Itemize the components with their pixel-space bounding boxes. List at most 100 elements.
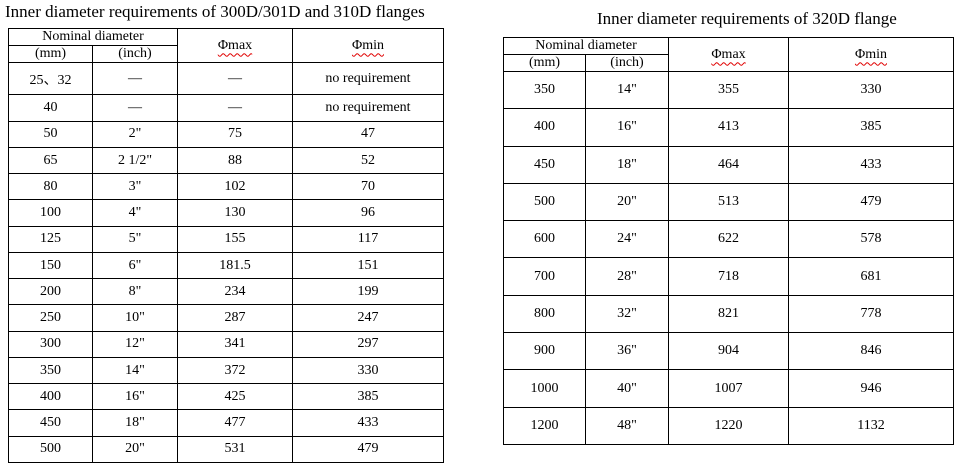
table-cell: 372 — [177, 356, 293, 385]
header-mm: (mm) — [503, 54, 586, 72]
header-nominal-diameter: Nominal diameter — [8, 28, 178, 46]
table-row: 200 8" 234 199 — [8, 278, 444, 306]
header-phi-max: Φmax — [177, 28, 293, 63]
header-phi-min: Φmin — [292, 28, 444, 63]
table-row: 25、32— — no requirement — [8, 61, 444, 96]
table-cell: — — [177, 94, 293, 122]
table-cell: 500 — [8, 435, 93, 464]
table-cell: — — [92, 94, 178, 122]
table-cell: 10" — [92, 304, 178, 332]
table-cell: 100 — [8, 199, 93, 227]
table-cell: 50 — [8, 120, 93, 148]
table-cell: 433 — [788, 145, 954, 184]
table-cell: 28" — [585, 257, 669, 296]
table-cell: 24" — [585, 220, 669, 259]
table-row: 80 3" 102 70 — [8, 173, 444, 201]
table-row: 500 20" 513 479 — [503, 182, 954, 222]
table-cell: 900 — [503, 332, 586, 371]
right-table-body: 350 14" 355 330 400 16" 413 385 450 18" 464 433 500 2… — [503, 70, 954, 446]
table-cell: 48" — [585, 406, 669, 446]
table-row: 350 14" 372 330 — [8, 356, 444, 385]
table-cell: 2 1/2" — [92, 146, 178, 175]
table-cell: 330 — [788, 70, 954, 110]
table-cell: 513 — [668, 182, 789, 222]
table-cell: 4" — [92, 199, 178, 227]
table-cell: 500 — [503, 182, 586, 222]
table-cell: 88 — [177, 146, 293, 175]
table-cell: 622 — [668, 220, 789, 259]
table-cell: 400 — [8, 383, 93, 411]
table-cell: 778 — [788, 294, 954, 334]
table-cell: 355 — [668, 70, 789, 110]
table-cell: 718 — [668, 257, 789, 296]
table-cell: 52 — [292, 146, 444, 175]
table-cell: 14" — [585, 70, 669, 110]
header-row-1: Nominal diameter Φmax Φmin — [503, 37, 954, 72]
table-cell: 1132 — [788, 406, 954, 446]
table-cell: 477 — [177, 409, 293, 437]
table-cell: 385 — [292, 383, 444, 411]
table-row: 65 2 1/2" 88 52 — [8, 146, 444, 175]
header-row-1: Nominal diameter Φmax Φmin — [8, 28, 444, 63]
table-cell: 18" — [92, 409, 178, 437]
table-cell: 8" — [92, 278, 178, 306]
table-cell: 102 — [177, 173, 293, 201]
table-cell: 199 — [292, 278, 444, 306]
table-cell: 25、32 — [8, 61, 93, 96]
table-row: 800 32" 821 778 — [503, 294, 954, 334]
table-row: 250 10" 287 247 — [8, 304, 444, 332]
table-cell: 150 — [8, 251, 93, 280]
table-cell: — — [177, 61, 293, 96]
table-cell: 297 — [292, 330, 444, 358]
table-row: 150 6" 181.5 151 — [8, 251, 444, 280]
left-flange-table: Nominal diameter Φmax Φmin (mm) (inch) 2… — [8, 28, 444, 464]
table-cell: 247 — [292, 304, 444, 332]
table-cell: 450 — [8, 409, 93, 437]
table-cell: 80 — [8, 173, 93, 201]
table-row: 600 24" 622 578 — [503, 220, 954, 259]
header-inch: (inch) — [585, 54, 669, 72]
table-cell: 70 — [292, 173, 444, 201]
table-cell: 681 — [788, 257, 954, 296]
table-row: 1000 40" 1007 946 — [503, 369, 954, 408]
table-cell: 75 — [177, 120, 293, 148]
table-cell: 330 — [292, 356, 444, 385]
header-phi-min: Φmin — [788, 37, 954, 72]
left-table-body: 25、32— — no requirement 40— — no requirement 5… — [8, 61, 444, 464]
table-cell: 1000 — [503, 369, 586, 408]
table-row: 300 12" 341 297 — [8, 330, 444, 358]
table-row: 700 28" 718 681 — [503, 257, 954, 296]
table-cell: 181.5 — [177, 251, 293, 280]
table-cell: no requirement — [292, 94, 444, 122]
table-cell: 125 — [8, 225, 93, 253]
table-cell: 450 — [503, 145, 586, 184]
table-cell: 18" — [585, 145, 669, 184]
table-cell: 479 — [292, 435, 444, 464]
table-cell: 531 — [177, 435, 293, 464]
table-cell: 14" — [92, 356, 178, 385]
right-table-title: Inner diameter requirements of 320D flan… — [597, 9, 897, 28]
table-row: 50 2" 75 47 — [8, 120, 444, 148]
table-cell: 12" — [92, 330, 178, 358]
table-cell: 846 — [788, 332, 954, 371]
table-cell: 151 — [292, 251, 444, 280]
table-cell: 40 — [8, 94, 93, 122]
table-cell: 3" — [92, 173, 178, 201]
header-nominal-diameter: Nominal diameter — [503, 37, 669, 55]
table-row: 1200 48" 1220 1132 — [503, 406, 954, 446]
table-row: 900 36" 904 846 — [503, 332, 954, 371]
table-cell: 32" — [585, 294, 669, 334]
table-cell: 20" — [585, 182, 669, 222]
table-cell: 400 — [503, 108, 586, 147]
table-cell: 385 — [788, 108, 954, 147]
table-cell: 300 — [8, 330, 93, 358]
table-cell: 6" — [92, 251, 178, 280]
table-cell: 36" — [585, 332, 669, 371]
table-row: 450 18" 477 433 — [8, 409, 444, 437]
table-row: 350 14" 355 330 — [503, 70, 954, 110]
table-cell: 700 — [503, 257, 586, 296]
table-cell: 65 — [8, 146, 93, 175]
table-cell: 16" — [92, 383, 178, 411]
table-row: 40— — no requirement — [8, 94, 444, 122]
table-cell: 578 — [788, 220, 954, 259]
